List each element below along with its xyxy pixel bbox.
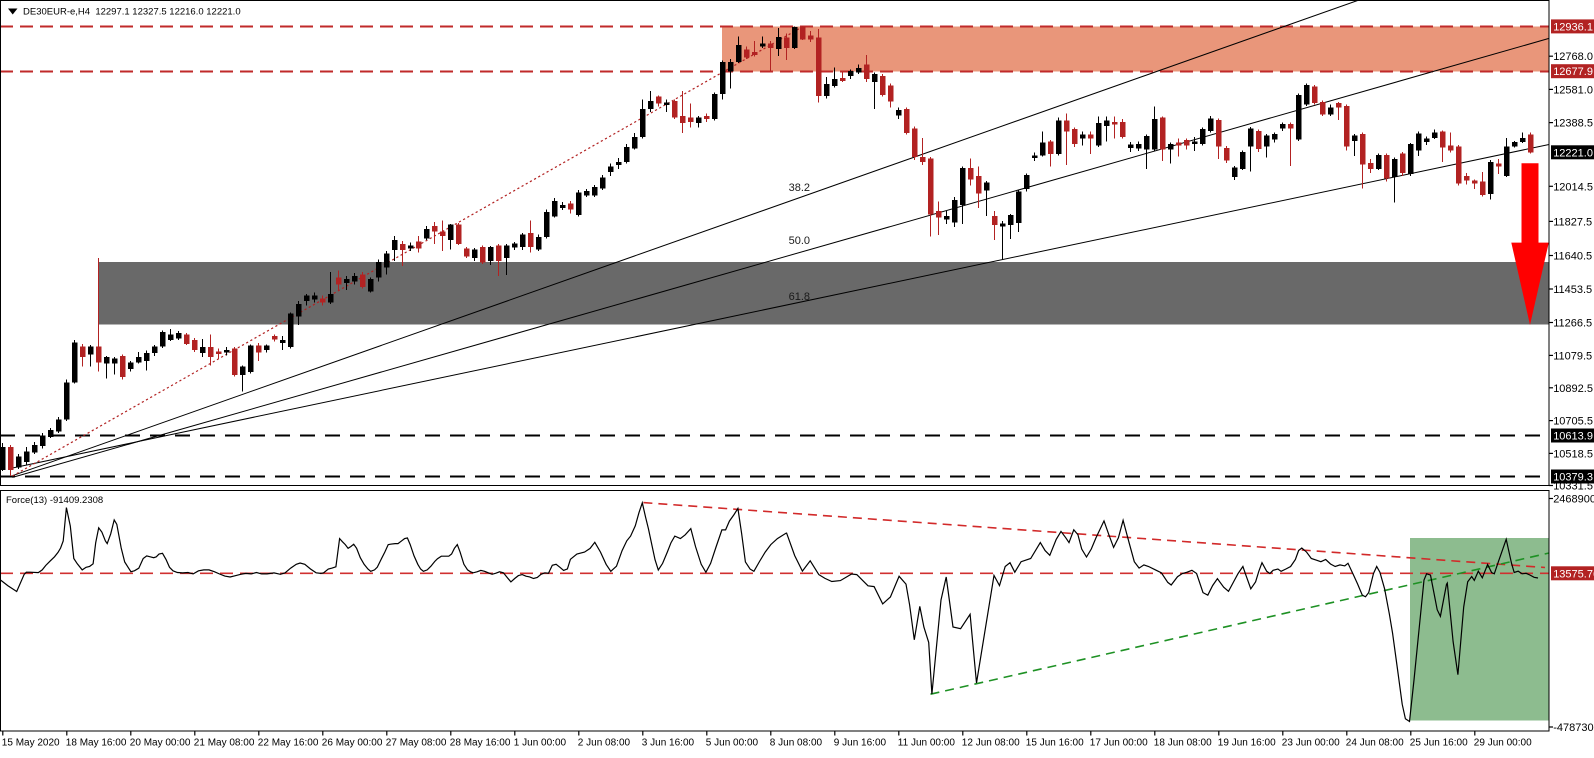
- svg-text:2468900.5: 2468900.5: [1553, 494, 1594, 506]
- svg-text:21 May 08:00: 21 May 08:00: [194, 738, 255, 749]
- svg-text:9 Jun 16:00: 9 Jun 16:00: [834, 738, 887, 749]
- svg-text:18 May 16:00: 18 May 16:00: [66, 738, 127, 749]
- svg-text:10613.9: 10613.9: [1553, 431, 1593, 443]
- svg-text:12014.5: 12014.5: [1553, 181, 1593, 193]
- svg-text:10705.5: 10705.5: [1553, 416, 1593, 428]
- svg-text:18 Jun 08:00: 18 Jun 08:00: [1154, 738, 1212, 749]
- svg-text:11 Jun 00:00: 11 Jun 00:00: [898, 738, 956, 749]
- svg-text:12221.0: 12221.0: [1553, 147, 1593, 159]
- svg-text:61.8: 61.8: [789, 291, 810, 303]
- svg-text:19 Jun 16:00: 19 Jun 16:00: [1218, 738, 1276, 749]
- svg-text:22 May 16:00: 22 May 16:00: [258, 738, 319, 749]
- svg-text:Force(13) -91409.2308: Force(13) -91409.2308: [6, 495, 103, 506]
- svg-text:12936.1: 12936.1: [1553, 21, 1593, 33]
- svg-text:11640.5: 11640.5: [1553, 251, 1592, 263]
- svg-text:1 Jun 00:00: 1 Jun 00:00: [514, 738, 567, 749]
- svg-text:17 Jun 00:00: 17 Jun 00:00: [1090, 738, 1148, 749]
- svg-text:15 Jun 16:00: 15 Jun 16:00: [1026, 738, 1084, 749]
- svg-text:8 Jun 08:00: 8 Jun 08:00: [770, 738, 823, 749]
- svg-text:38.2: 38.2: [789, 182, 810, 194]
- svg-text:28 May 16:00: 28 May 16:00: [450, 738, 511, 749]
- svg-text:12581.0: 12581.0: [1553, 84, 1593, 96]
- svg-text:23 Jun 00:00: 23 Jun 00:00: [1282, 738, 1340, 749]
- svg-text:12768.0: 12768.0: [1553, 51, 1593, 63]
- svg-text:12388.5: 12388.5: [1553, 118, 1593, 130]
- svg-text:10892.5: 10892.5: [1553, 383, 1593, 395]
- svg-text:3 Jun 16:00: 3 Jun 16:00: [642, 738, 695, 749]
- svg-text:11079.5: 11079.5: [1553, 350, 1592, 362]
- svg-text:27 May 08:00: 27 May 08:00: [386, 738, 447, 749]
- svg-text:15 May 2020: 15 May 2020: [2, 738, 60, 749]
- svg-text:2 Jun 08:00: 2 Jun 08:00: [578, 738, 631, 749]
- svg-text:11827.5: 11827.5: [1553, 216, 1592, 228]
- svg-text:DE30EUR-e,H4 12297.1 12327.5: DE30EUR-e,H4 12297.1 12327.5 12216.0 122…: [23, 7, 241, 18]
- svg-text:25 Jun 16:00: 25 Jun 16:00: [1410, 738, 1468, 749]
- svg-text:13575.76: 13575.76: [1553, 568, 1594, 580]
- svg-text:20 May 00:00: 20 May 00:00: [130, 738, 191, 749]
- svg-text:24 Jun 08:00: 24 Jun 08:00: [1346, 738, 1404, 749]
- svg-text:12 Jun 08:00: 12 Jun 08:00: [962, 738, 1020, 749]
- svg-text:12677.9: 12677.9: [1553, 66, 1593, 78]
- svg-text:11266.5: 11266.5: [1553, 318, 1592, 330]
- svg-text:5 Jun 00:00: 5 Jun 00:00: [706, 738, 759, 749]
- svg-text:10518.5: 10518.5: [1553, 448, 1593, 460]
- svg-text:29 Jun 00:00: 29 Jun 00:00: [1474, 738, 1532, 749]
- svg-text:11453.5: 11453.5: [1553, 284, 1592, 296]
- svg-text:-4787308.: -4787308.: [1553, 722, 1594, 734]
- svg-text:26 May 00:00: 26 May 00:00: [322, 738, 383, 749]
- svg-text:10379.3: 10379.3: [1553, 472, 1593, 484]
- svg-text:10331.5: 10331.5: [1553, 481, 1593, 493]
- svg-text:50.0: 50.0: [789, 235, 810, 247]
